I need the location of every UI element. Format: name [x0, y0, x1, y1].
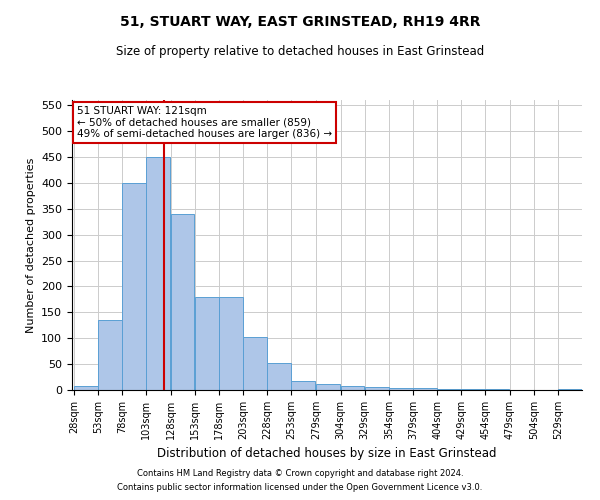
Bar	[267, 363, 291, 390]
Y-axis label: Number of detached properties: Number of detached properties	[26, 158, 35, 332]
Text: 51 STUART WAY: 121sqm
← 50% of detached houses are smaller (859)
49% of semi-det: 51 STUART WAY: 121sqm ← 50% of detached …	[77, 106, 332, 139]
Bar	[341, 386, 364, 390]
Text: 51, STUART WAY, EAST GRINSTEAD, RH19 4RR: 51, STUART WAY, EAST GRINSTEAD, RH19 4RR	[120, 15, 480, 29]
Bar	[316, 384, 340, 390]
Bar	[413, 388, 437, 390]
Bar	[194, 297, 218, 390]
Bar	[291, 381, 315, 390]
Bar	[558, 389, 582, 390]
Text: Contains public sector information licensed under the Open Government Licence v3: Contains public sector information licen…	[118, 484, 482, 492]
Bar	[122, 183, 146, 390]
Bar	[219, 297, 242, 390]
X-axis label: Distribution of detached houses by size in East Grinstead: Distribution of detached houses by size …	[157, 448, 497, 460]
Bar	[74, 386, 98, 390]
Bar	[170, 214, 194, 390]
Bar	[243, 336, 267, 390]
Bar	[437, 389, 461, 390]
Bar	[389, 388, 413, 390]
Bar	[146, 157, 170, 390]
Bar	[365, 388, 389, 390]
Text: Contains HM Land Registry data © Crown copyright and database right 2024.: Contains HM Land Registry data © Crown c…	[137, 468, 463, 477]
Text: Size of property relative to detached houses in East Grinstead: Size of property relative to detached ho…	[116, 45, 484, 58]
Bar	[98, 320, 122, 390]
